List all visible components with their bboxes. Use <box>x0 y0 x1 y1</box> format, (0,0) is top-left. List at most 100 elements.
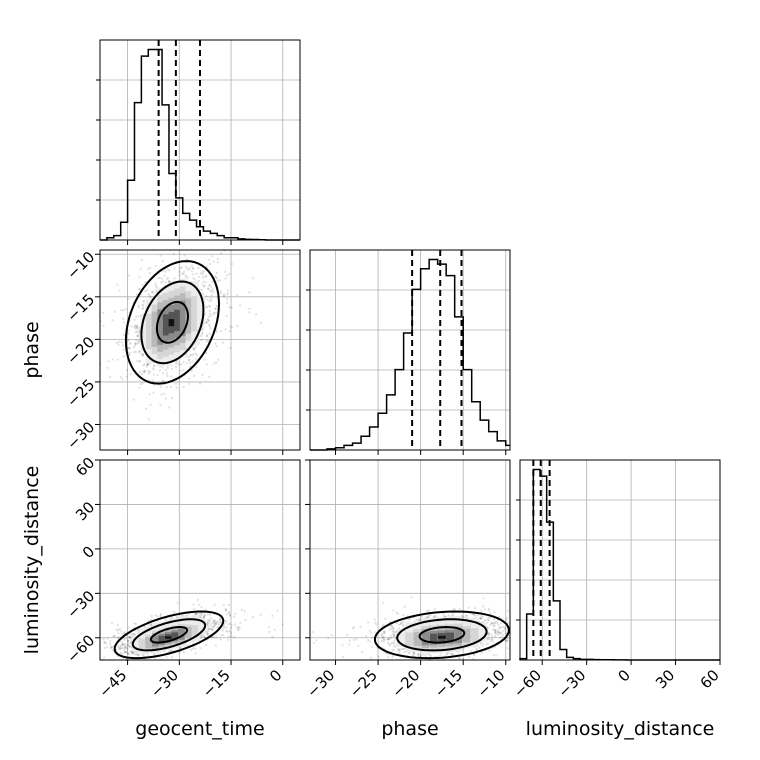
sample-point <box>206 613 209 616</box>
density-block <box>168 283 177 291</box>
density-block <box>185 297 194 306</box>
sample-point <box>219 638 222 641</box>
sample-point <box>180 266 183 269</box>
sample-point <box>205 334 209 337</box>
sample-point <box>126 651 129 654</box>
sample-point <box>195 358 198 361</box>
sample-point <box>136 359 139 362</box>
density-block <box>157 315 165 324</box>
sample-point <box>387 655 390 658</box>
density-block <box>151 346 160 355</box>
density-block <box>196 307 205 316</box>
sample-point <box>439 654 442 657</box>
sample-point <box>180 363 183 366</box>
sample-point <box>152 292 155 295</box>
contour-level-3 <box>124 260 221 385</box>
sample-point <box>215 330 218 333</box>
sample-point <box>120 640 123 643</box>
sample-point <box>202 615 205 618</box>
sample-point <box>126 369 129 372</box>
sample-point <box>199 614 202 617</box>
sample-point <box>449 653 453 656</box>
sample-point <box>396 612 399 615</box>
sample-point <box>489 612 492 615</box>
sample-point <box>116 358 119 361</box>
sample-point <box>224 328 227 331</box>
sample-point <box>194 346 197 349</box>
sample-point <box>221 629 224 632</box>
sample-point <box>143 370 146 373</box>
sample-point <box>386 641 389 644</box>
sample-point <box>109 640 112 643</box>
sample-point <box>230 635 233 638</box>
sample-point <box>134 344 137 347</box>
sample-point <box>172 252 175 255</box>
sample-point <box>148 271 151 275</box>
sample-point <box>120 652 124 656</box>
sample-point <box>208 332 211 335</box>
sample-point <box>397 648 400 651</box>
sample-point <box>218 623 221 626</box>
sample-point <box>276 609 279 613</box>
sample-point <box>393 639 396 643</box>
sample-point <box>473 607 477 610</box>
sample-point <box>392 609 395 612</box>
sample-point <box>502 625 505 629</box>
sample-point <box>230 262 234 266</box>
density-block <box>168 290 177 298</box>
sample-point <box>119 375 122 378</box>
sample-point <box>132 398 135 401</box>
sample-point <box>209 283 212 287</box>
sample-point <box>214 622 217 625</box>
sample-point <box>187 643 190 647</box>
sample-point <box>225 315 228 318</box>
sample-point <box>217 620 220 623</box>
sample-point <box>193 278 196 281</box>
sample-point <box>170 375 173 378</box>
sample-point <box>386 637 390 640</box>
sample-point <box>485 643 488 646</box>
sample-point <box>207 318 210 322</box>
sample-point <box>203 358 206 361</box>
sample-point <box>175 615 178 619</box>
sample-point <box>134 327 137 330</box>
sample-point <box>210 294 213 297</box>
sample-point <box>165 656 168 659</box>
sample-point <box>480 651 483 654</box>
density-block <box>162 299 171 308</box>
sample-point <box>487 634 491 637</box>
sample-point <box>121 378 124 381</box>
sample-point <box>185 267 189 270</box>
density-block <box>185 290 194 299</box>
sample-point <box>152 653 156 656</box>
sample-point <box>206 622 209 625</box>
sample-point <box>137 315 140 318</box>
density-block <box>179 321 188 329</box>
sample-point <box>141 307 144 310</box>
sample-point <box>209 314 212 317</box>
sample-point <box>487 642 490 645</box>
sample-point <box>393 633 396 636</box>
density-block <box>140 329 149 338</box>
sample-point <box>118 289 121 292</box>
sample-point <box>393 642 396 645</box>
sample-point <box>184 276 187 279</box>
sample-point <box>219 618 222 621</box>
sample-point <box>488 607 491 610</box>
sample-point <box>129 373 132 376</box>
sample-point <box>382 640 385 643</box>
sample-point <box>494 654 498 657</box>
sample-point <box>240 608 243 612</box>
sample-point <box>384 617 387 621</box>
sample-point <box>187 358 191 361</box>
sample-point <box>135 327 139 330</box>
density-block <box>168 297 177 305</box>
y-axis-label-phase: phase <box>21 321 43 378</box>
sample-point <box>135 330 139 333</box>
sample-point <box>204 275 207 278</box>
sample-point <box>138 351 141 354</box>
sample-point <box>128 635 131 639</box>
sample-point <box>468 655 471 658</box>
sample-point <box>206 298 209 301</box>
sample-point <box>113 634 116 637</box>
